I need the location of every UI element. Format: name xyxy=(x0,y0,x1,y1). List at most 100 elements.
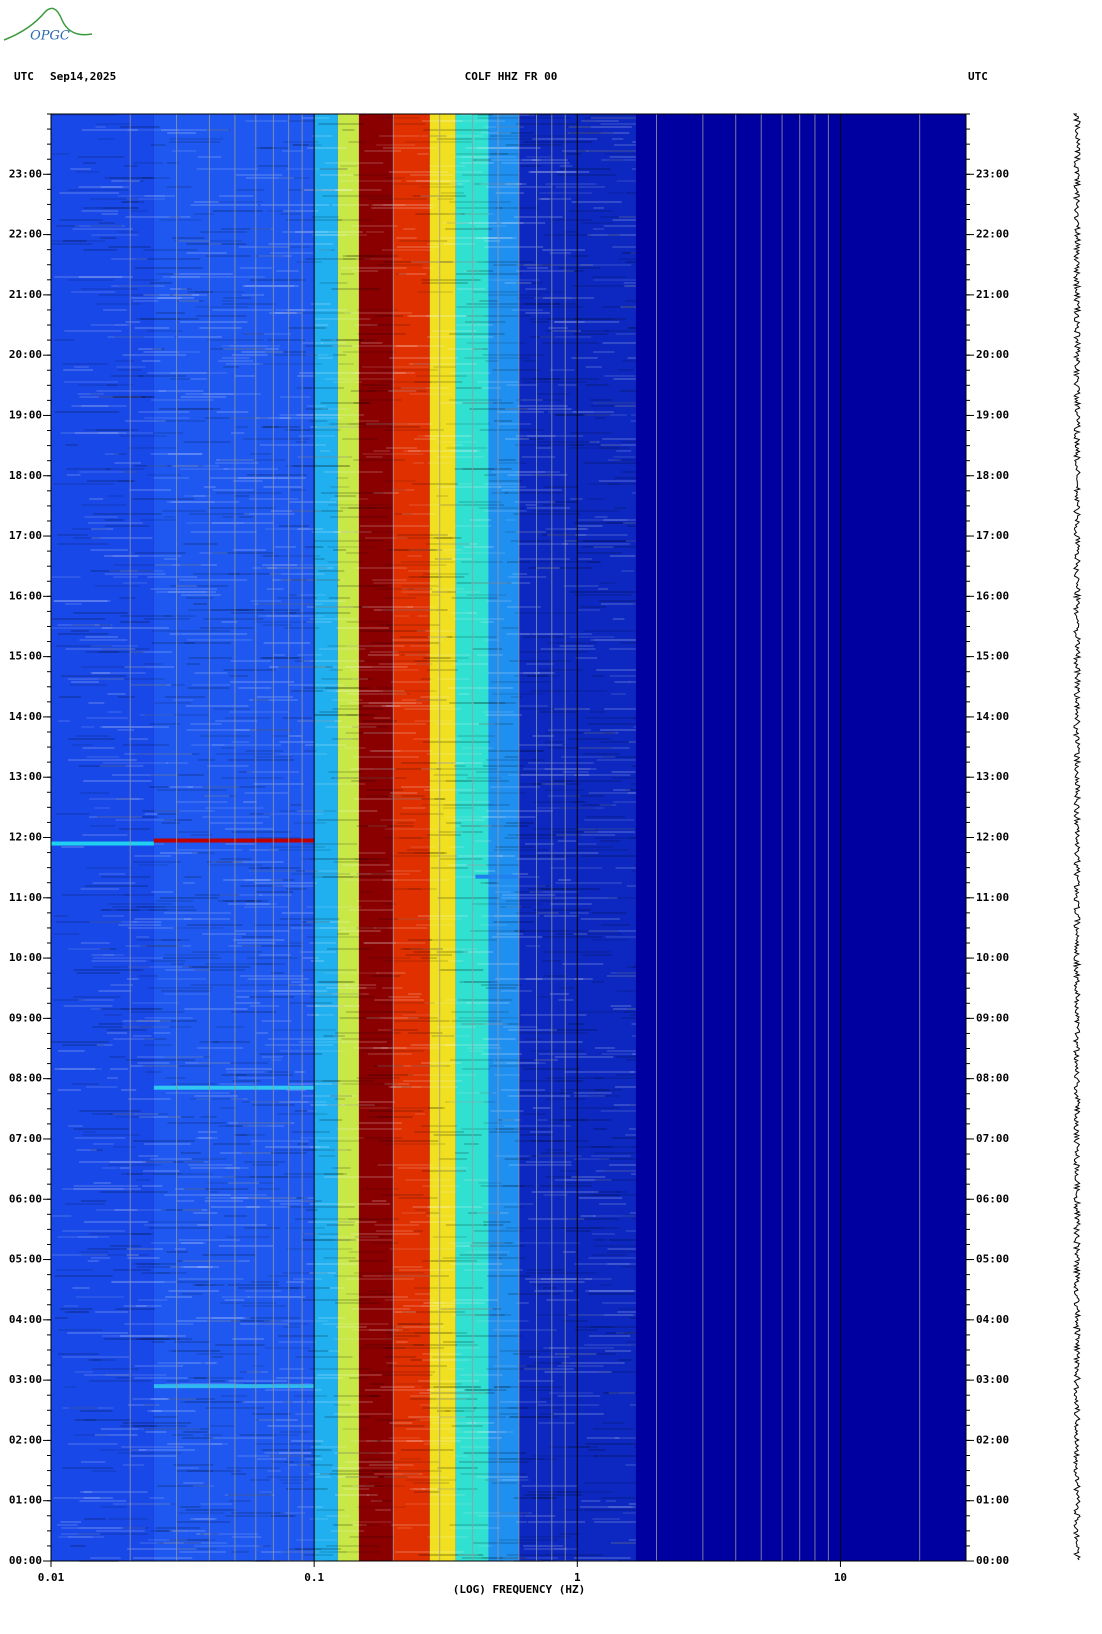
texture-stripe xyxy=(623,306,636,308)
texture-stripe xyxy=(517,543,569,545)
texture-stripe xyxy=(165,762,189,764)
texture-stripe xyxy=(378,1002,435,1004)
texture-stripe xyxy=(283,312,352,314)
texture-stripe xyxy=(363,942,396,944)
texture-stripe xyxy=(439,261,486,263)
texture-stripe xyxy=(294,1110,308,1112)
texture-stripe xyxy=(575,534,628,536)
texture-stripe xyxy=(421,1062,462,1064)
texture-stripe xyxy=(226,1071,268,1073)
texture-stripe xyxy=(410,645,432,647)
texture-stripe xyxy=(599,840,621,842)
texture-stripe xyxy=(227,903,271,905)
texture-stripe xyxy=(532,474,553,476)
texture-stripe xyxy=(233,609,300,611)
texture-stripe xyxy=(394,1383,462,1385)
texture-stripe xyxy=(72,228,133,230)
texture-stripe xyxy=(473,1542,536,1544)
texture-stripe xyxy=(366,789,403,791)
texture-stripe xyxy=(332,1167,351,1169)
texture-stripe xyxy=(590,1194,636,1196)
texture-stripe xyxy=(594,1089,610,1091)
texture-stripe xyxy=(593,402,636,404)
texture-stripe xyxy=(181,1293,203,1295)
texture-stripe xyxy=(377,1164,433,1166)
texture-stripe xyxy=(390,1029,418,1031)
texture-stripe xyxy=(621,471,636,473)
texture-stripe xyxy=(307,147,347,149)
texture-stripe xyxy=(535,306,584,308)
texture-stripe xyxy=(407,588,433,590)
texture-stripe xyxy=(187,924,243,926)
texture-stripe xyxy=(391,888,421,890)
texture-stripe xyxy=(169,1398,215,1400)
texture-stripe xyxy=(600,1158,635,1160)
texture-stripe xyxy=(606,1332,636,1334)
texture-stripe xyxy=(272,879,295,881)
texture-stripe xyxy=(562,1251,576,1253)
texture-stripe xyxy=(456,306,521,308)
texture-stripe xyxy=(460,1473,526,1475)
texture-stripe xyxy=(370,1440,383,1442)
texture-stripe xyxy=(484,240,501,242)
texture-stripe xyxy=(200,627,254,629)
texture-stripe xyxy=(312,234,367,236)
texture-stripe xyxy=(156,591,207,593)
texture-stripe xyxy=(166,162,179,164)
texture-stripe xyxy=(100,909,111,911)
texture-stripe xyxy=(398,1167,468,1169)
texture-stripe xyxy=(630,783,636,785)
texture-stripe xyxy=(596,1179,636,1181)
texture-stripe xyxy=(252,699,269,701)
texture-stripe xyxy=(287,612,351,614)
texture-stripe xyxy=(490,1110,524,1112)
texture-stripe xyxy=(519,633,563,635)
x-tick-label: 0.01 xyxy=(38,1571,65,1584)
texture-stripe xyxy=(62,1467,114,1469)
texture-stripe xyxy=(332,549,346,551)
texture-stripe xyxy=(66,468,111,470)
texture-stripe xyxy=(431,1422,477,1424)
texture-stripe xyxy=(485,714,522,716)
texture-stripe xyxy=(333,1404,351,1406)
texture-stripe xyxy=(487,294,541,296)
texture-stripe xyxy=(445,552,506,554)
texture-stripe xyxy=(547,795,581,797)
texture-stripe xyxy=(449,333,505,335)
texture-stripe xyxy=(281,231,329,233)
texture-stripe xyxy=(457,1092,497,1094)
texture-stripe xyxy=(208,507,276,509)
texture-stripe xyxy=(393,1020,450,1022)
texture-stripe xyxy=(313,558,325,560)
texture-stripe xyxy=(378,690,437,692)
texture-stripe xyxy=(359,1107,392,1109)
texture-stripe xyxy=(366,231,384,233)
texture-stripe xyxy=(138,375,187,377)
texture-stripe xyxy=(250,870,319,872)
texture-stripe xyxy=(596,759,636,761)
texture-stripe xyxy=(244,879,283,881)
texture-stripe xyxy=(288,984,349,986)
texture-stripe xyxy=(57,543,109,545)
texture-stripe xyxy=(119,435,167,437)
texture-stripe xyxy=(538,669,583,671)
texture-stripe xyxy=(338,363,354,365)
texture-stripe xyxy=(374,927,428,929)
texture-stripe xyxy=(309,1272,336,1274)
texture-stripe xyxy=(629,837,636,839)
texture-stripe xyxy=(633,717,636,719)
texture-stripe xyxy=(582,804,613,806)
y-tick-label-right: 01:00 xyxy=(976,1494,1009,1507)
texture-stripe xyxy=(456,1347,480,1349)
texture-stripe xyxy=(193,1212,218,1214)
texture-stripe xyxy=(623,1512,636,1514)
texture-stripe xyxy=(244,333,292,335)
texture-stripe xyxy=(400,654,426,656)
texture-stripe xyxy=(437,198,454,200)
texture-stripe xyxy=(448,213,494,215)
texture-stripe xyxy=(92,1368,140,1370)
texture-stripe xyxy=(172,1434,193,1436)
texture-stripe xyxy=(348,702,416,704)
texture-stripe xyxy=(306,936,360,938)
texture-stripe xyxy=(400,387,450,389)
